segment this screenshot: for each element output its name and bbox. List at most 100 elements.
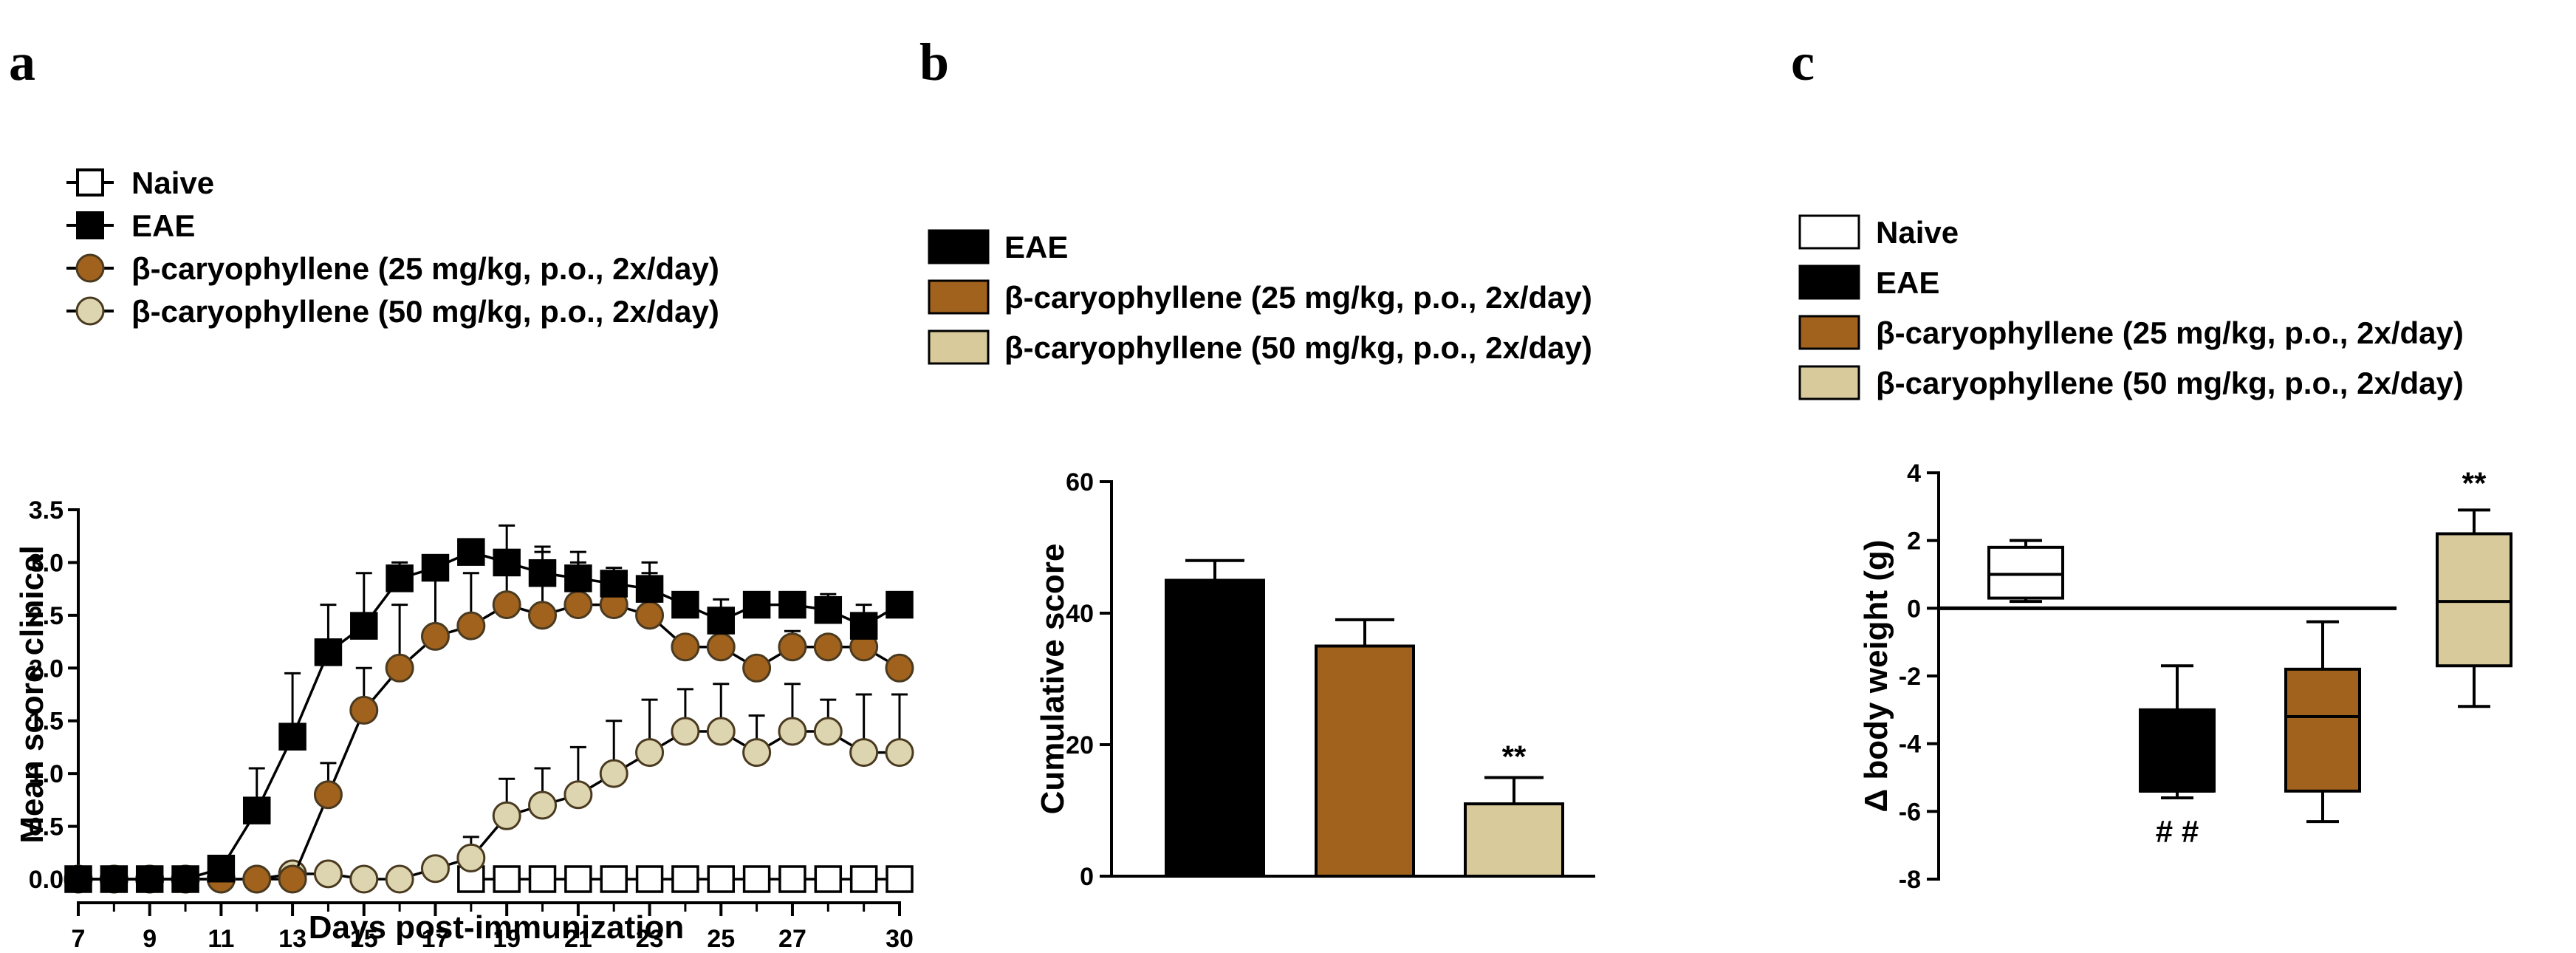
panel-a-x-tick-label: 21 <box>564 925 592 953</box>
data-point-eae <box>171 865 199 893</box>
data-point-bcp25 <box>385 653 414 683</box>
data-point-eae <box>100 865 129 893</box>
data-point-bcp50 <box>599 759 628 788</box>
panel-b-y-tick-label: 20 <box>1066 731 1094 759</box>
bar-eae <box>1165 578 1265 878</box>
legend-b-label-bcp50: β-caryophyllene (50 mg/kg, p.o., 2x/day) <box>1004 330 1592 365</box>
data-point-eae <box>742 590 771 619</box>
panel-c-y-tick-label: -8 <box>1899 866 1921 894</box>
box-annotation-bcp50: ** <box>2462 465 2487 500</box>
legend-c-label-bcp25: β-caryophyllene (25 mg/kg, p.o., 2x/day) <box>1876 315 2464 350</box>
data-point-bcp50 <box>635 738 665 768</box>
data-point-naive <box>564 865 592 893</box>
legend-c-swatch-bcp50 <box>1798 365 1860 400</box>
panel-b-y-tick-label: 40 <box>1066 600 1094 628</box>
data-point-bcp50 <box>742 738 772 768</box>
data-point-eae <box>886 590 914 619</box>
data-point-naive <box>814 865 843 893</box>
data-point-eae <box>528 559 557 587</box>
data-point-eae <box>778 590 806 619</box>
data-point-naive <box>778 865 806 893</box>
panel-a-y-tick-label: 3.0 <box>29 549 64 577</box>
data-point-eae <box>635 575 664 603</box>
box-annotation-eae: # # <box>2156 814 2199 849</box>
panel-a-series <box>64 524 914 894</box>
data-point-bcp25 <box>671 632 700 662</box>
series-bcp50 <box>64 683 914 894</box>
legend-b-label-eae: EAE <box>1004 230 1068 264</box>
data-point-bcp25 <box>528 601 558 630</box>
data-point-bcp25 <box>564 590 593 620</box>
panel-letter-c: c <box>1791 33 1815 92</box>
panel-a-x-tick-label: 9 <box>143 925 157 953</box>
data-point-bcp25 <box>706 632 736 662</box>
panel-c-axes: -8 -6 -4 -2 0 2 4 <box>1899 460 2397 894</box>
panel-c-y-tick-label: -4 <box>1899 731 1921 759</box>
data-point-naive <box>886 865 914 893</box>
data-point-bcp25 <box>778 632 807 662</box>
data-point-bcp50 <box>564 780 593 810</box>
data-point-bcp50 <box>706 717 736 746</box>
data-point-bcp25 <box>242 864 272 894</box>
data-point-eae <box>314 638 343 666</box>
data-point-naive <box>600 865 628 893</box>
panel-c-box-chart: Naive EAE β-caryophyllene (25 mg/kg, p.o.,… <box>1798 214 2512 894</box>
data-point-naive <box>742 865 771 893</box>
panel-b-y-tick-label: 0 <box>1080 863 1094 891</box>
legend-c-swatch-bcp25 <box>1798 315 1860 350</box>
data-point-bcp25 <box>456 611 486 641</box>
bar-annotation-bcp50: ** <box>1502 739 1527 774</box>
panel-a-y-tick-label: 0.0 <box>29 866 64 894</box>
box-bcp25 <box>2284 667 2361 793</box>
data-point-eae <box>350 612 378 640</box>
panel-a-x-tick-label: 25 <box>707 925 735 953</box>
data-point-bcp50 <box>528 790 558 820</box>
data-point-eae <box>493 548 521 577</box>
panel-a-x-tick-label: 11 <box>208 925 234 953</box>
data-point-bcp50 <box>349 864 379 894</box>
panel-a-y-axis-title: Mean score clinical <box>14 545 50 844</box>
data-point-eae <box>421 553 450 582</box>
data-point-eae <box>814 595 843 624</box>
legend-c-swatch-eae <box>1798 264 1860 300</box>
data-point-bcp25 <box>635 601 665 630</box>
data-point-eae <box>457 538 485 566</box>
data-point-bcp25 <box>492 590 521 620</box>
bar-bcp25 <box>1315 644 1415 878</box>
data-point-bcp25 <box>813 632 843 662</box>
panel-c-boxes: # # ** <box>1987 465 2512 849</box>
series-line-eae <box>78 550 900 881</box>
panel-c-y-axis-title: Δ body weight (g) <box>1858 540 1894 813</box>
panel-c-legend: Naive EAE β-caryophyllene (25 mg/kg, p.o.,… <box>1798 214 2464 400</box>
data-point-bcp50 <box>671 717 700 746</box>
data-point-eae <box>386 564 414 592</box>
panel-a-axes: 0.0 0.5 1.0 1.5 2.0 2.5 3.0 3.5 7 9 11 13 15 17 19 21 23… <box>29 496 914 953</box>
data-point-bcp50 <box>313 859 343 889</box>
panel-b-y-axis-title: Cumulative score <box>1035 544 1071 815</box>
panel-c-y-tick-label: -2 <box>1899 663 1921 691</box>
data-point-bcp50 <box>420 854 450 884</box>
data-point-naive <box>528 865 557 893</box>
data-point-eae <box>600 570 628 598</box>
panel-a-y-tick-label: 0.5 <box>29 813 64 841</box>
panel-a-y-tick-label: 1.5 <box>29 708 64 736</box>
panel-c-y-tick-label: -6 <box>1899 798 1921 826</box>
data-point-bcp50 <box>813 717 843 746</box>
panel-a-x-axis-title: Days post-immunization <box>309 909 685 946</box>
panel-a-line-chart: Naive EAE β-caryophyllene (25 mg/kg, p.o.,… <box>14 165 914 953</box>
series-line-bcp50 <box>78 730 900 881</box>
panel-a-x-tick-label: 13 <box>278 925 306 953</box>
legend-a-marker-bcp25 <box>75 253 105 283</box>
panel-a-x-tick-label: 7 <box>72 925 86 953</box>
panel-c-y-tick-label: 0 <box>1907 595 1921 623</box>
box-eae <box>2139 708 2216 793</box>
legend-b-label-bcp25: β-caryophyllene (25 mg/kg, p.o., 2x/day) <box>1004 280 1592 315</box>
data-point-eae <box>671 590 699 619</box>
panel-c-y-tick-label: 4 <box>1907 460 1921 488</box>
panel-letter-b: b <box>919 33 949 92</box>
data-point-eae <box>64 865 92 893</box>
panel-a-x-tick-label: 30 <box>886 925 914 953</box>
legend-a-marker-eae <box>76 211 104 239</box>
panel-a-legend: Naive EAE β-caryophyllene (25 mg/kg, p.o.,… <box>66 165 719 329</box>
